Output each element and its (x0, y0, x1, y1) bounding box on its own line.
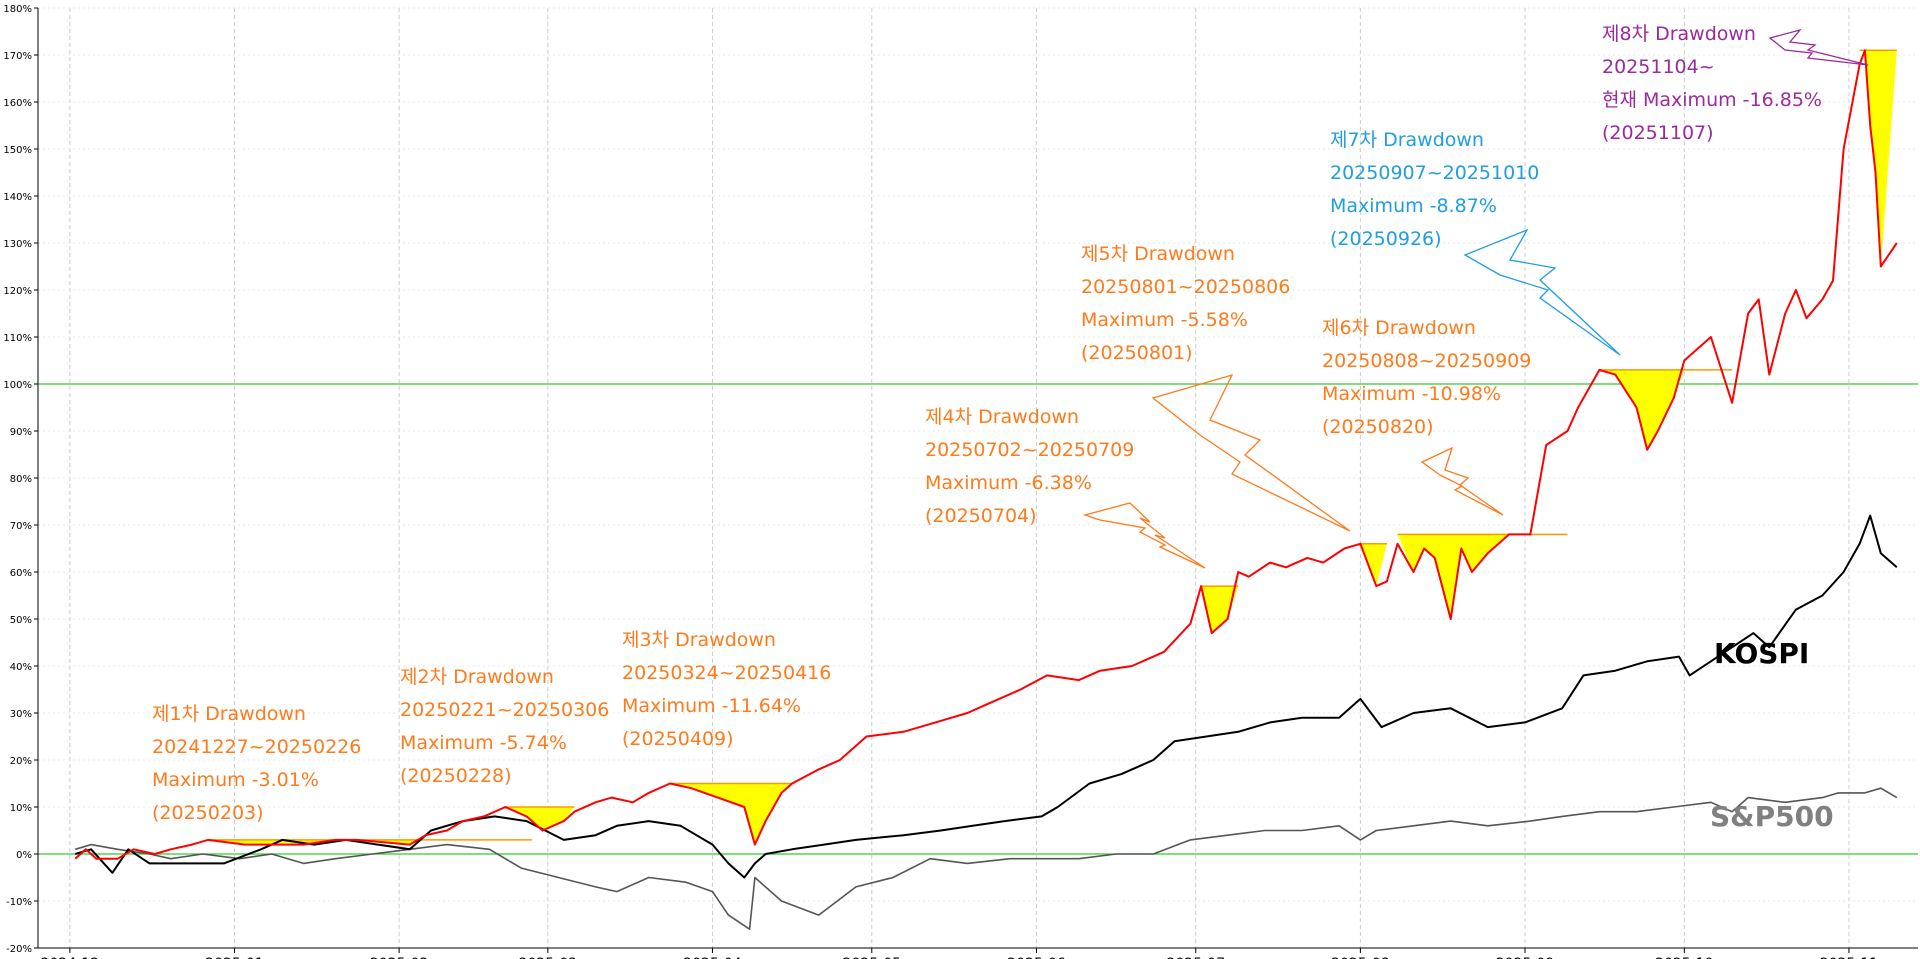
y-tick-label: 50% (10, 615, 32, 626)
annotation-line: 제3차 Drawdown (622, 629, 776, 651)
annotation-line: 제8차 Drawdown (1602, 23, 1756, 45)
drawdown-annotation-7: 제7차 Drawdown 20250907~20251010 Maximum -8.… (1330, 124, 1539, 256)
y-tick-label: 60% (10, 568, 32, 579)
drawdown-annotation-4: 제4차 Drawdown 20250702~20250709 Maximum -6.… (925, 401, 1134, 533)
x-tick-label: 2024-12 (41, 956, 100, 959)
gridlines (38, 7, 1918, 949)
y-tick-label: 140% (3, 192, 32, 203)
drawdown-fill (669, 783, 793, 845)
annotation-line: 제1차 Drawdown (152, 703, 306, 725)
x-tick-label: 2025-06 (1007, 956, 1066, 959)
drawdown-fill (1599, 369, 1733, 450)
lightning-arrow (1420, 446, 1504, 516)
drawdown-annotation-2: 제2차 Drawdown 20250221~20250306 Maximum -5.… (400, 661, 609, 793)
x-tick-label: 2025-04 (683, 956, 742, 959)
axes: 2024-12 2025-01 2025-02 2025-03 2025-04 2025-… (3, 4, 1918, 959)
drawdown-fill (1397, 534, 1568, 619)
annotation-line: Maximum -6.38% (925, 472, 1092, 494)
y-tick-label: 10% (10, 803, 32, 814)
y-tick-label: -10% (6, 897, 32, 908)
drawdown-annotation-3: 제3차 Drawdown 20250324~20250416 Maximum -11… (622, 624, 831, 756)
y-tick-label: 0% (16, 850, 32, 861)
portfolio-line (74, 49, 1898, 860)
annotation-line: 제4차 Drawdown (925, 406, 1079, 428)
drawdown-fill (505, 807, 575, 831)
annotation-line: 제6차 Drawdown (1322, 317, 1476, 339)
annotation-line: Maximum -11.64% (622, 695, 801, 717)
annotation-line: 20250702~20250709 (925, 439, 1135, 461)
y-tick-label: -20% (6, 944, 32, 955)
y-tick-label: 120% (3, 286, 32, 297)
x-tick-label: 2025-09 (1496, 956, 1555, 959)
annotation-line: Maximum -5.58% (1081, 309, 1248, 331)
sp500-line (74, 787, 1898, 930)
annotation-line: (20250926) (1330, 228, 1442, 250)
annotation-line: (20250704) (925, 505, 1037, 527)
annotation-line: 20250801~20250806 (1081, 276, 1291, 298)
annotation-line: 20251104~ (1602, 56, 1715, 78)
y-tick-label: 170% (3, 51, 32, 62)
lightning-arrow (1082, 502, 1206, 569)
annotation-line: 20250808~20250909 (1322, 350, 1532, 372)
y-tick-label: 80% (10, 474, 32, 485)
x-tick-label: 2025-01 (205, 956, 264, 959)
y-tick-label: 130% (3, 239, 32, 250)
annotation-line: 20250907~20251010 (1330, 162, 1540, 184)
kospi-series-label: KOSPI (1714, 637, 1810, 670)
annotation-line: Maximum -5.74% (400, 732, 567, 754)
x-tick-label: 2025-02 (370, 956, 429, 959)
lightning-arrow (1463, 228, 1621, 356)
y-tick-label: 110% (3, 333, 32, 344)
annotation-line: 20241227~20250226 (152, 736, 362, 758)
annotation-line: Maximum -8.87% (1330, 195, 1497, 217)
series-lines (74, 49, 1898, 930)
annotation-line: (20250409) (622, 728, 734, 750)
x-tick-label: 2025-05 (843, 956, 902, 959)
annotation-line: Maximum -10.98% (1322, 383, 1501, 405)
annotation-line: (20251107) (1602, 122, 1714, 144)
annotation-line: Maximum -3.01% (152, 769, 319, 791)
annotation-line: (20250801) (1081, 342, 1193, 364)
annotation-arrows (1082, 28, 1869, 569)
annotation-line: 20250324~20250416 (622, 662, 832, 684)
y-tick-label: 100% (3, 380, 32, 391)
drawdown-fill (1360, 543, 1387, 587)
y-tick-label: 30% (10, 709, 32, 720)
lightning-arrow (1768, 28, 1869, 66)
drawdown-annotation-8: 제8차 Drawdown 20251104~ 현재 Maximum -16.85% (… (1602, 18, 1822, 150)
lightning-arrow (1151, 373, 1351, 532)
y-tick-label: 160% (3, 98, 32, 109)
annotation-line: 20250221~20250306 (400, 699, 610, 721)
annotation-line: 제2차 Drawdown (400, 666, 554, 688)
annotation-line: 제5차 Drawdown (1081, 243, 1235, 265)
y-tick-label: 70% (10, 521, 32, 532)
drawdown-annotation-1: 제1차 Drawdown 20241227~20250226 Maximum -3.… (152, 698, 361, 830)
y-tick-label: 90% (10, 427, 32, 438)
x-tick-label: 2025-11 (1820, 956, 1879, 959)
annotation-line: (20250228) (400, 765, 512, 787)
y-tick-label: 20% (10, 756, 32, 767)
annotation-line: (20250820) (1322, 416, 1434, 438)
drawdown-annotation-6: 제6차 Drawdown 20250808~20250909 Maximum -10… (1322, 312, 1531, 444)
annotation-line: 제7차 Drawdown (1330, 129, 1484, 151)
x-tick-label: 2025-10 (1655, 956, 1714, 959)
drawdown-annotation-5: 제5차 Drawdown 20250801~20250806 Maximum -5.… (1081, 238, 1290, 370)
y-tick-label: 180% (3, 4, 32, 15)
x-tick-label: 2025-07 (1166, 956, 1225, 959)
y-tick-label: 150% (3, 145, 32, 156)
x-tick-label: 2025-03 (519, 956, 578, 959)
x-tick-label: 2025-08 (1331, 956, 1390, 959)
annotation-line: (20250203) (152, 802, 264, 824)
y-tick-label: 40% (10, 662, 32, 673)
annotation-line: 현재 Maximum -16.85% (1602, 89, 1822, 111)
sp500-series-label: S&P500 (1710, 800, 1834, 833)
drawdown-fill (1201, 586, 1239, 634)
